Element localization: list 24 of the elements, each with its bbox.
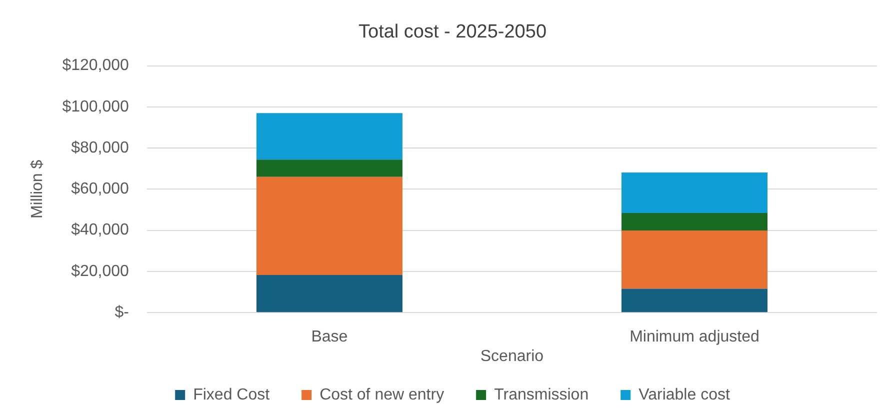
chart-title: Total cost - 2025-2050 bbox=[358, 22, 547, 43]
y-tick-label: $20,000 bbox=[71, 262, 130, 280]
bar bbox=[621, 213, 768, 231]
y-tick-label: $120,000 bbox=[62, 57, 130, 74]
bar bbox=[256, 274, 402, 312]
bar bbox=[621, 288, 768, 312]
y-axis-title: Million $ bbox=[29, 160, 46, 219]
y-tick-label: $80,000 bbox=[71, 139, 130, 156]
bar bbox=[621, 172, 768, 214]
legend-label: Transmission bbox=[494, 386, 589, 404]
legend-label: Variable cost bbox=[638, 386, 730, 404]
legend-label: Cost of new entry bbox=[320, 386, 444, 404]
bar bbox=[256, 176, 402, 275]
y-tick-label: $40,000 bbox=[71, 222, 130, 239]
y-tick-label: $60,000 bbox=[71, 180, 130, 198]
y-tick-label: $100,000 bbox=[62, 98, 130, 116]
legend-label: Fixed Cost bbox=[193, 386, 270, 404]
bar bbox=[621, 230, 768, 289]
bar bbox=[256, 113, 402, 160]
x-tick-label: Minimum adjusted bbox=[630, 328, 760, 346]
bar bbox=[256, 160, 402, 177]
x-axis-title: Scenario bbox=[480, 348, 544, 365]
y-tick-label: $- bbox=[114, 304, 129, 322]
x-tick-label: Base bbox=[311, 328, 348, 346]
